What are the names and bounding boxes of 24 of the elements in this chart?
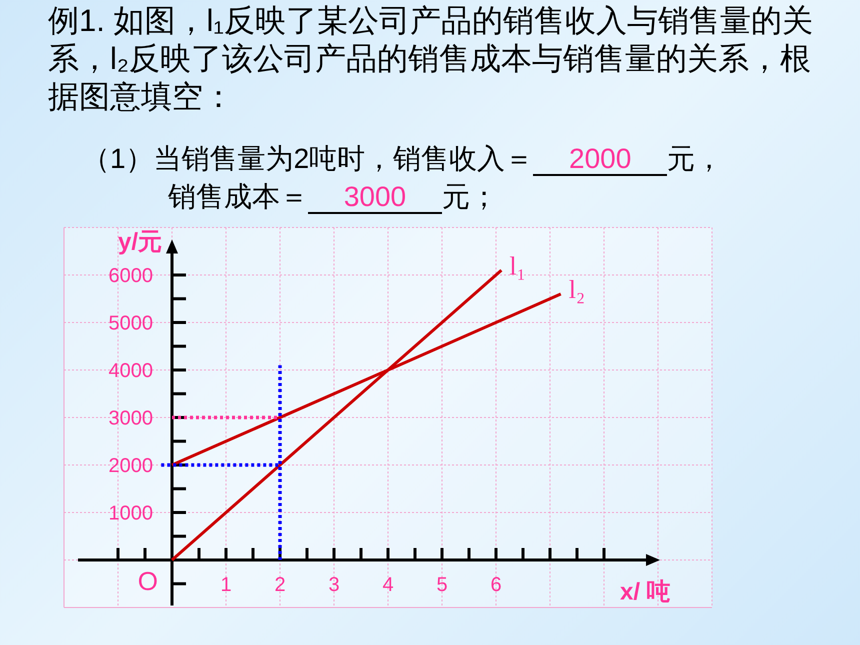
text: 2000 — [533, 143, 668, 176]
text: 销售成本＝ — [168, 181, 308, 212]
x-tick-label: 3 — [328, 574, 340, 596]
text: （1）当销售量为2吨时，销售收入＝ — [82, 143, 534, 174]
annotation: O — [138, 566, 158, 596]
y-tick-label: 1000 — [108, 502, 153, 524]
series-label: l₂ — [568, 275, 586, 304]
y-tick-label: 6000 — [108, 265, 153, 287]
x-axis-title: x/ 吨 — [620, 578, 671, 606]
y-tick-label: 2000 — [108, 455, 153, 477]
x-tick-label: 4 — [382, 574, 394, 596]
x-tick-label: 6 — [490, 574, 502, 596]
x-tick-label: 5 — [436, 574, 448, 596]
chart-title: 例1. 如图，l₁反映了某公司产品的销售收入与销售量的关系，l₂反映了该公司产品的销售成本与销售量的关系，根据图意填空： — [48, 2, 814, 116]
text: 元， — [667, 143, 724, 174]
x-tick-label: 2 — [274, 574, 286, 596]
y-tick-label: 4000 — [108, 360, 153, 382]
y-tick-label: 3000 — [108, 408, 153, 430]
y-axis-title: y/元 — [118, 228, 162, 256]
x-tick-label: 1 — [220, 574, 232, 596]
text: 3000 — [308, 181, 442, 214]
text: 元； — [442, 181, 498, 212]
y-tick-label: 5000 — [108, 312, 153, 334]
series-label: l₁ — [509, 251, 526, 280]
